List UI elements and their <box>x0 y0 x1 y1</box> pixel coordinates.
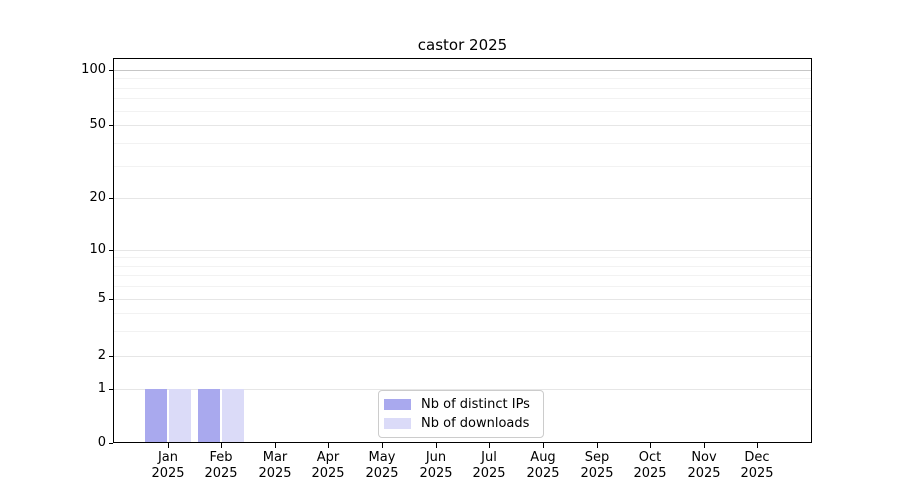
major-gridline <box>114 250 811 251</box>
y-axis-tick <box>109 356 113 357</box>
x-axis-tick <box>221 443 222 448</box>
minor-gridline <box>114 313 811 314</box>
y-tick-label: 1 <box>97 381 106 396</box>
y-axis-tick <box>109 443 113 444</box>
bar-nb-of-downloads-feb <box>222 389 244 442</box>
x-tick-label: Nov 2025 <box>687 450 721 481</box>
bar-nb-of-distinct-ips-jan <box>145 389 167 442</box>
x-tick-label: Jun 2025 <box>419 450 453 481</box>
x-axis-tick <box>382 443 383 448</box>
minor-gridline <box>114 143 811 144</box>
plot-area <box>113 58 812 443</box>
y-axis-tick <box>109 299 113 300</box>
y-tick-label: 5 <box>97 291 106 306</box>
legend: Nb of distinct IPs Nb of downloads <box>378 390 544 438</box>
minor-gridline <box>114 78 811 79</box>
minor-gridline <box>114 98 811 99</box>
bar-nb-of-downloads-jan <box>169 389 191 442</box>
minor-gridline <box>114 266 811 267</box>
x-axis-tick <box>543 443 544 448</box>
y-tick-label: 10 <box>89 242 106 257</box>
x-axis-tick <box>168 443 169 448</box>
y-tick-label: 0 <box>97 435 106 450</box>
legend-label: Nb of distinct IPs <box>421 397 530 412</box>
x-tick-label: Jul 2025 <box>472 450 506 481</box>
x-axis-tick <box>757 443 758 448</box>
x-tick-label: Mar 2025 <box>258 450 292 481</box>
x-axis-tick <box>436 443 437 448</box>
minor-gridline <box>114 111 811 112</box>
bar-nb-of-distinct-ips-feb <box>198 389 220 442</box>
y-axis-tick <box>109 198 113 199</box>
minor-gridline <box>114 257 811 258</box>
x-axis-tick <box>704 443 705 448</box>
major-gridline <box>114 70 811 71</box>
x-tick-label: Dec 2025 <box>740 450 774 481</box>
major-gridline <box>114 198 811 199</box>
chart-title: castor 2025 <box>417 36 508 54</box>
x-tick-label: May 2025 <box>365 450 399 481</box>
x-tick-label: Oct 2025 <box>633 450 667 481</box>
minor-gridline <box>114 331 811 332</box>
minor-gridline <box>114 88 811 89</box>
x-tick-label: Jan 2025 <box>151 450 185 481</box>
legend-label: Nb of downloads <box>421 416 530 431</box>
legend-entry-1: Nb of downloads <box>384 416 535 431</box>
legend-entry-0: Nb of distinct IPs <box>384 397 535 412</box>
x-axis-tick <box>650 443 651 448</box>
x-axis-tick <box>328 443 329 448</box>
y-tick-label: 100 <box>81 62 106 77</box>
x-axis-tick <box>489 443 490 448</box>
x-tick-label: Feb 2025 <box>204 450 238 481</box>
y-axis-tick <box>109 125 113 126</box>
x-axis-tick <box>597 443 598 448</box>
minor-gridline <box>114 275 811 276</box>
x-axis-tick <box>275 443 276 448</box>
major-gridline <box>114 389 811 390</box>
minor-gridline <box>114 166 811 167</box>
major-gridline <box>114 356 811 357</box>
minor-gridline <box>114 286 811 287</box>
legend-swatch <box>384 399 411 410</box>
x-tick-label: Aug 2025 <box>526 450 560 481</box>
y-tick-label: 50 <box>89 117 106 132</box>
major-gridline <box>114 125 811 126</box>
x-tick-label: Apr 2025 <box>311 450 345 481</box>
y-tick-label: 20 <box>89 190 106 205</box>
major-gridline <box>114 299 811 300</box>
y-axis-tick <box>109 389 113 390</box>
y-tick-label: 2 <box>97 348 106 363</box>
y-axis-tick <box>109 250 113 251</box>
x-tick-label: Sep 2025 <box>580 450 614 481</box>
legend-swatch <box>384 418 411 429</box>
y-axis-tick <box>109 70 113 71</box>
